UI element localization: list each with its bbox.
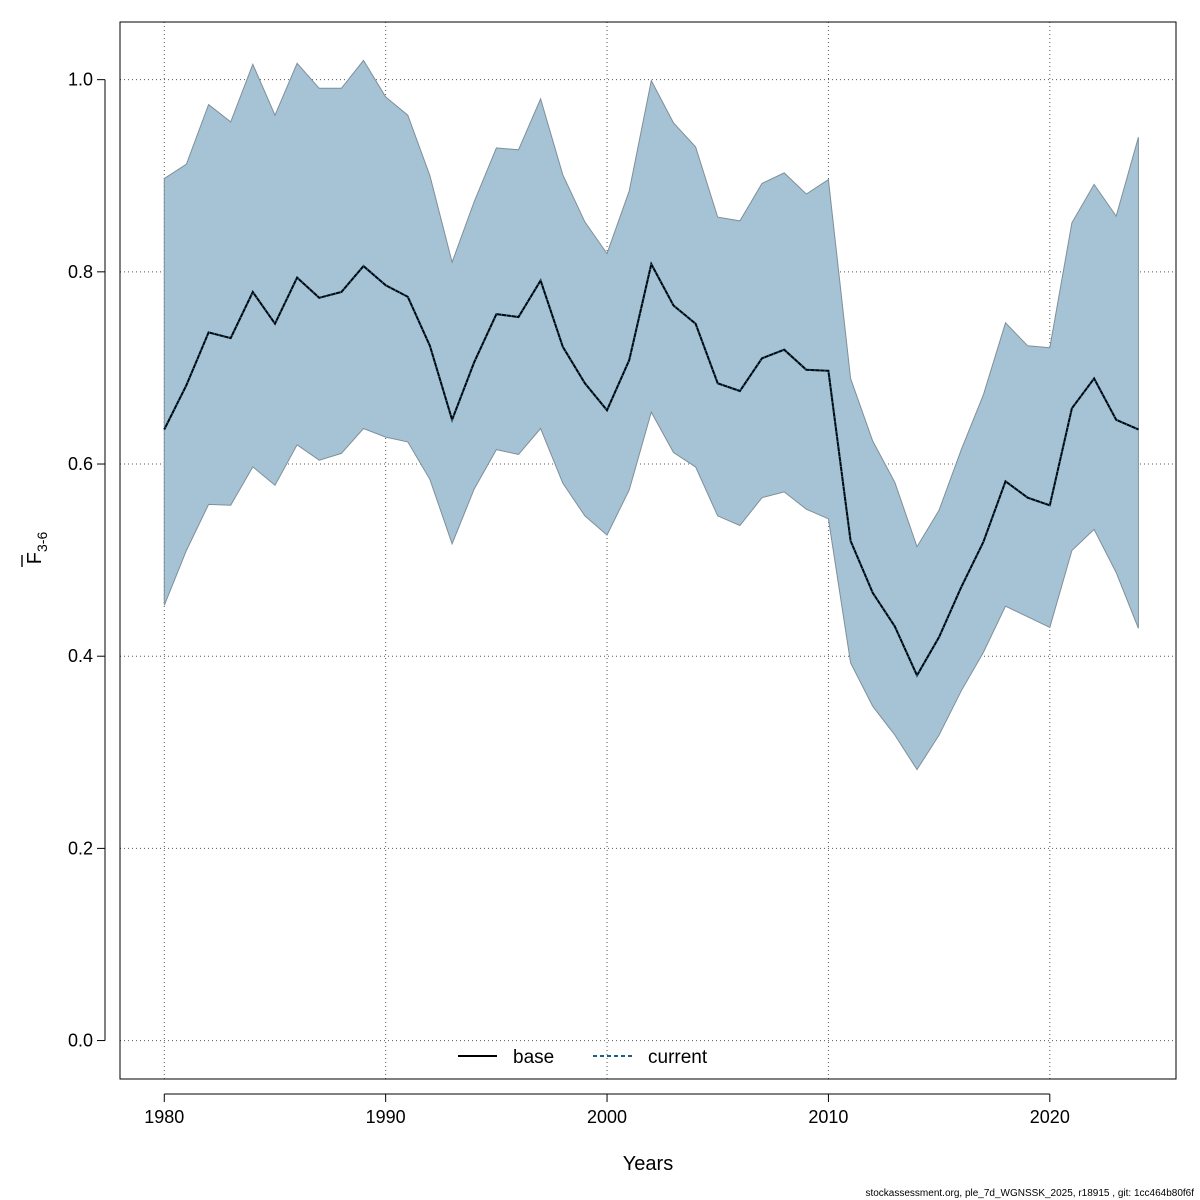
series-line-current-overlay bbox=[163, 261, 1139, 678]
confidence-band bbox=[163, 59, 1139, 771]
y-axis-title-main: F bbox=[24, 552, 46, 564]
legend-current-label: current bbox=[648, 1047, 708, 1068]
y-tick-label: 0.4 bbox=[68, 646, 93, 666]
legend-base-label: base bbox=[513, 1047, 554, 1068]
plot-frame bbox=[119, 21, 1177, 1080]
footer-attribution: stockassessment.org, ple_7d_WGNSSK_2025,… bbox=[865, 1188, 1194, 1199]
y-axis-title: F3-6 bbox=[21, 532, 50, 567]
y-tick-label: 0.0 bbox=[68, 1031, 93, 1051]
x-tick-label: 2020 bbox=[1030, 1107, 1070, 1127]
legend: base current bbox=[458, 1047, 708, 1068]
series-lines-layer bbox=[163, 261, 1139, 678]
y-tick-label: 0.2 bbox=[68, 838, 93, 858]
x-tick-label: 2000 bbox=[587, 1107, 627, 1127]
x-tick-label: 2010 bbox=[808, 1107, 848, 1127]
x-tick-label: 1990 bbox=[366, 1107, 406, 1127]
y-tick-label: 0.8 bbox=[68, 262, 93, 282]
y-tick-label: 1.0 bbox=[68, 70, 93, 90]
y-axis: 0.0 0.2 0.4 0.6 0.8 1.0 bbox=[68, 70, 106, 1051]
y-axis-title-subscript: 3-6 bbox=[34, 532, 50, 552]
svg-text:F3-6: F3-6 bbox=[24, 532, 50, 565]
y-tick-label: 0.6 bbox=[68, 454, 93, 474]
x-axis-title: Years bbox=[623, 1153, 673, 1175]
confidence-band-layer bbox=[163, 59, 1139, 771]
x-tick-label: 1980 bbox=[144, 1107, 184, 1127]
x-axis: 1980 1990 2000 2010 2020 bbox=[144, 1093, 1070, 1127]
